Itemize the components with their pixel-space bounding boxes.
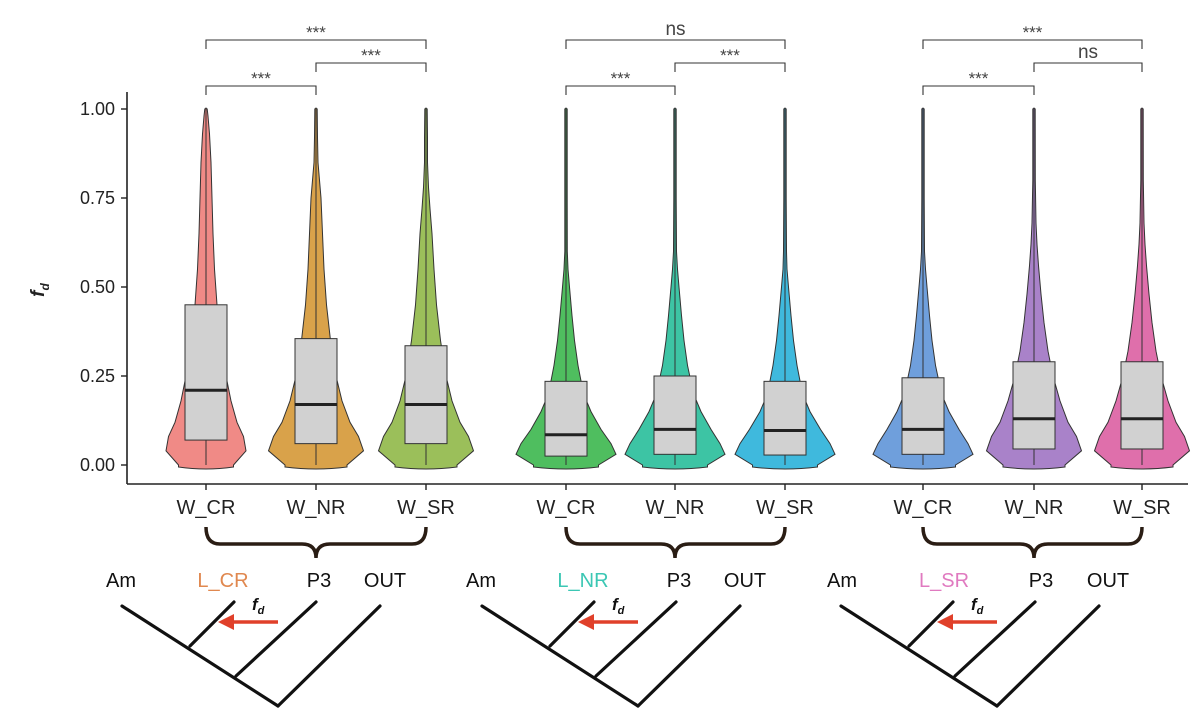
box bbox=[1120, 361, 1164, 450]
tree-layer: Am L_CR P3 OUT fd Am L_NR P3 OUT fd Am L_SR P3 OUT fd bbox=[106, 570, 1129, 708]
axis-layer: 0.00 0.25 0.50 0.75 1.00 fd W_CR W_NR W_SR W_CR W_… bbox=[28, 92, 1188, 559]
x-tick-label: W_SR bbox=[397, 497, 455, 519]
y-tick-label: 0.25 bbox=[80, 366, 115, 386]
y-axis-label: fd bbox=[28, 283, 52, 297]
tree-branch bbox=[636, 604, 742, 708]
y-tick-label: 0.75 bbox=[80, 188, 115, 208]
x-tick-label: W_CR bbox=[177, 497, 236, 519]
arrow-head-icon bbox=[218, 614, 234, 630]
group-brace bbox=[564, 526, 787, 559]
tree-branch bbox=[953, 600, 1037, 678]
x-tick-label: W_SR bbox=[756, 497, 814, 519]
tree-label: OUT bbox=[364, 570, 406, 592]
box bbox=[294, 338, 338, 445]
significance-label: *** bbox=[1023, 23, 1043, 42]
tree-branch bbox=[276, 604, 382, 708]
tree-branch bbox=[120, 604, 280, 708]
significance-label: *** bbox=[306, 23, 326, 42]
arrow-head-icon bbox=[937, 614, 953, 630]
y-tick-label: 0.00 bbox=[80, 455, 115, 475]
box bbox=[544, 380, 588, 457]
tree-2: Am L_NR P3 OUT fd bbox=[466, 570, 766, 708]
x-tick-label: W_NR bbox=[287, 497, 346, 519]
tree-branch bbox=[995, 604, 1101, 708]
significance-bracket bbox=[315, 62, 427, 72]
tree-branch bbox=[234, 600, 318, 678]
significance-bracket bbox=[674, 62, 786, 72]
tree-label: OUT bbox=[724, 570, 766, 592]
x-tick-label: W_CR bbox=[537, 497, 596, 519]
significance-bracket bbox=[922, 39, 1143, 49]
significance-label: ns bbox=[1078, 42, 1098, 63]
tree-label: L_NR bbox=[557, 570, 608, 592]
significance-bracket bbox=[1033, 62, 1143, 72]
x-tick-label: W_CR bbox=[894, 497, 953, 519]
tree-branch bbox=[480, 604, 640, 708]
significance-bracket bbox=[205, 85, 317, 95]
box bbox=[653, 375, 697, 455]
tree-branch bbox=[188, 600, 236, 648]
tree-label: L_CR bbox=[197, 570, 248, 592]
y-tick-label: 0.50 bbox=[80, 277, 115, 297]
violin-layer bbox=[165, 107, 1191, 470]
group-brace bbox=[204, 526, 428, 559]
tree-label: Am bbox=[106, 570, 136, 592]
violin-group-1 bbox=[165, 107, 475, 470]
significance-label: *** bbox=[969, 69, 989, 88]
tree-label: P3 bbox=[667, 570, 691, 592]
arrow-label: fd bbox=[612, 595, 625, 617]
significance-label: ns bbox=[665, 19, 685, 40]
significance-label: *** bbox=[720, 46, 740, 65]
tree-branch bbox=[839, 604, 999, 708]
tree-branch bbox=[548, 600, 596, 648]
tree-label: P3 bbox=[1029, 570, 1053, 592]
tree-label: Am bbox=[466, 570, 496, 592]
group-brace bbox=[921, 526, 1144, 559]
tree-label: OUT bbox=[1087, 570, 1129, 592]
y-tick-label: 1.00 bbox=[80, 99, 115, 119]
box bbox=[763, 380, 807, 456]
x-tick-label: W_NR bbox=[1005, 497, 1064, 519]
significance-label: *** bbox=[611, 69, 631, 88]
box bbox=[404, 345, 448, 445]
box bbox=[1012, 361, 1056, 450]
significance-bracket bbox=[922, 85, 1035, 95]
tree-branch bbox=[594, 600, 678, 678]
tree-1: Am L_CR P3 OUT fd bbox=[106, 570, 406, 708]
tree-label: L_SR bbox=[919, 570, 969, 592]
tree-branch bbox=[907, 600, 955, 648]
x-tick-label: W_SR bbox=[1113, 497, 1171, 519]
violin-group-2 bbox=[515, 107, 836, 470]
arrow-head-icon bbox=[578, 614, 594, 630]
tree-label: P3 bbox=[307, 570, 331, 592]
significance-bracket bbox=[205, 39, 427, 49]
box bbox=[901, 377, 945, 455]
violin-group-3 bbox=[872, 107, 1191, 470]
significance-layer: *** *** *** ns *** *** *** ns *** bbox=[205, 19, 1143, 95]
significance-bracket bbox=[565, 39, 786, 49]
x-tick-label: W_NR bbox=[646, 497, 705, 519]
significance-label: *** bbox=[361, 46, 381, 65]
tree-label: Am bbox=[827, 570, 857, 592]
significance-label: *** bbox=[251, 69, 271, 88]
arrow-label: fd bbox=[252, 595, 265, 617]
box bbox=[184, 304, 228, 441]
tree-3: Am L_SR P3 OUT fd bbox=[827, 570, 1129, 708]
significance-bracket bbox=[565, 85, 676, 95]
arrow-label: fd bbox=[971, 595, 984, 617]
